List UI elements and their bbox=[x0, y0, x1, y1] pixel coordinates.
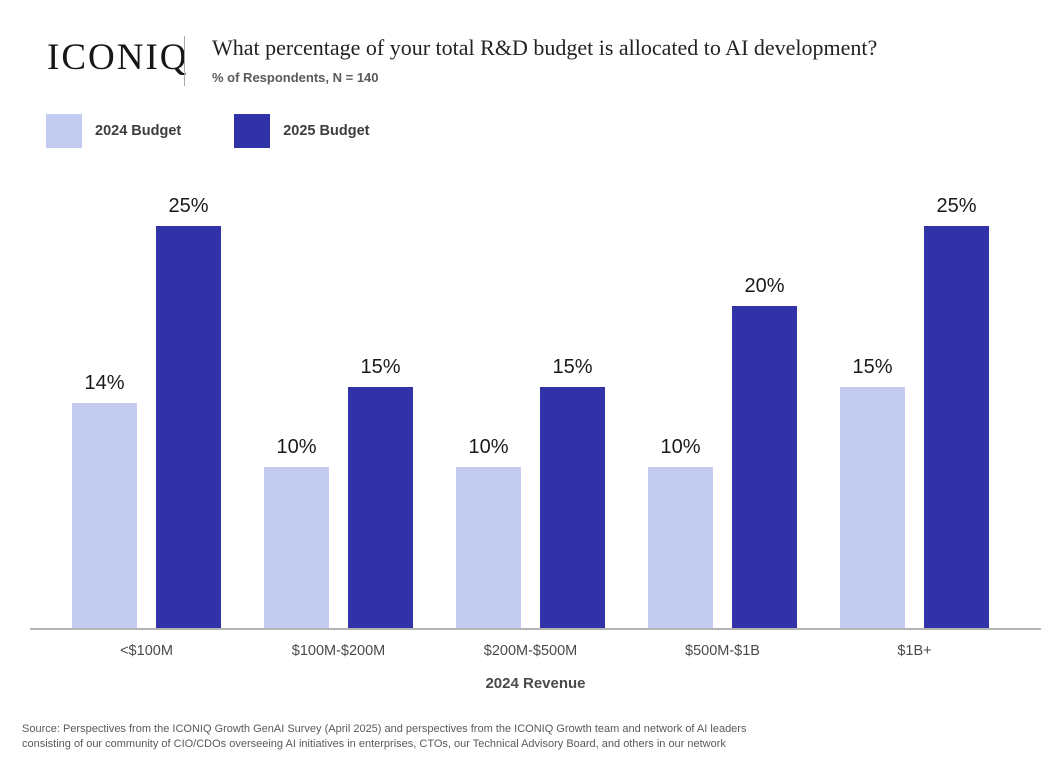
bar-value-label: 14% bbox=[84, 372, 125, 394]
bar-2025-budget bbox=[732, 306, 797, 628]
legend-swatch-2024 bbox=[46, 114, 82, 148]
source-line-2: consisting of our community of CIO/CDOs … bbox=[22, 737, 726, 750]
bar-2024-budget bbox=[456, 467, 521, 628]
bar-2024-budget bbox=[264, 467, 329, 628]
legend-item-2024: 2024 Budget bbox=[46, 114, 181, 148]
legend: 2024 Budget 2025 Budget bbox=[46, 114, 369, 148]
chart-title: What percentage of your total R&D budget… bbox=[212, 35, 878, 60]
category-row: <$100M $100M-$200M $200M-$500M $500M-$1B $1B… bbox=[30, 643, 1041, 659]
bar-column: 10% bbox=[648, 436, 713, 628]
bar-column: 15% bbox=[840, 356, 905, 628]
category-label: $1B+ bbox=[897, 643, 932, 659]
bar-value-label: 20% bbox=[744, 275, 785, 297]
bar-value-label: 10% bbox=[660, 436, 701, 458]
header-divider bbox=[184, 36, 185, 86]
bar-group: 10% 15% bbox=[264, 356, 413, 628]
source-line-1: Source: Perspectives from the ICONIQ Gro… bbox=[22, 723, 747, 735]
bar-2025-budget bbox=[156, 226, 221, 628]
bar-2024-budget bbox=[840, 387, 905, 628]
bar-2024-budget bbox=[648, 467, 713, 628]
x-axis-line bbox=[30, 628, 1041, 630]
bar-value-label: 10% bbox=[276, 436, 317, 458]
category-label: <$100M bbox=[120, 643, 173, 659]
legend-item-2025: 2025 Budget bbox=[234, 114, 369, 148]
bar-column: 20% bbox=[732, 275, 797, 628]
chart-subtitle: % of Respondents, N = 140 bbox=[212, 70, 379, 85]
legend-label-2025: 2025 Budget bbox=[283, 123, 370, 139]
category-label: $100M-$200M bbox=[291, 643, 386, 659]
bar-group: 15% 25% bbox=[840, 195, 989, 628]
bar-column: 15% bbox=[348, 356, 413, 628]
bar-column: 14% bbox=[72, 372, 137, 628]
bar-value-label: 10% bbox=[468, 436, 509, 458]
bar-column: 10% bbox=[456, 436, 521, 628]
bar-value-label: 15% bbox=[552, 356, 593, 378]
plot-area: 14% 25% 10% 15% 10% 15% 10% 20% 15% 25% bbox=[30, 195, 1041, 628]
legend-swatch-2025 bbox=[234, 114, 271, 148]
category-label: $200M-$500M bbox=[483, 643, 578, 659]
bar-2024-budget bbox=[72, 403, 137, 628]
bar-group: 14% 25% bbox=[72, 195, 221, 628]
source-note: Source: Perspectives from the ICONIQ Gro… bbox=[22, 722, 1022, 752]
bar-group: 10% 15% bbox=[456, 356, 605, 628]
bar-2025-budget bbox=[540, 387, 605, 628]
bar-value-label: 15% bbox=[852, 356, 893, 378]
bar-column: 15% bbox=[540, 356, 605, 628]
legend-label-2024: 2024 Budget bbox=[95, 123, 182, 139]
bar-column: 10% bbox=[264, 436, 329, 628]
bar-column: 25% bbox=[156, 195, 221, 628]
bar-value-label: 25% bbox=[936, 195, 977, 217]
bar-column: 25% bbox=[924, 195, 989, 628]
x-axis-title: 2024 Revenue bbox=[485, 675, 586, 692]
bar-2025-budget bbox=[348, 387, 413, 628]
bar-2025-budget bbox=[924, 226, 989, 628]
iconiq-logo: ICONIQ bbox=[47, 37, 189, 78]
category-label: $500M-$1B bbox=[685, 643, 760, 659]
bar-value-label: 25% bbox=[168, 195, 209, 217]
bar-group: 10% 20% bbox=[648, 275, 797, 628]
bar-value-label: 15% bbox=[360, 356, 401, 378]
